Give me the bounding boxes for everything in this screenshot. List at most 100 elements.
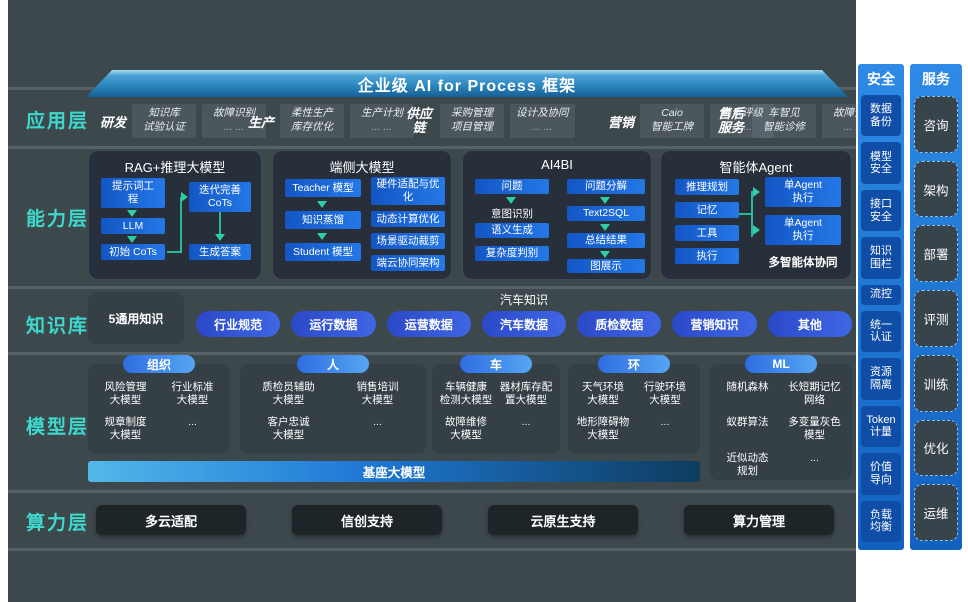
ai4bi-box-title: AI4BI bbox=[541, 157, 573, 172]
chip-line: ... ... bbox=[223, 121, 245, 133]
service-column: 服务 咨询 架构 部署 评测 训练 优化 运维 bbox=[910, 64, 962, 550]
chip-line: 车智见 bbox=[768, 107, 800, 120]
app-group-after-sales: 售后服务 车智见 智能诊修 故障预警... ... bbox=[716, 99, 886, 143]
diagram-canvas: 企业级 AI for Process 框架 应用层 能力层 知识库 模型层 算力… bbox=[8, 0, 886, 602]
arrow-right-icon bbox=[753, 187, 760, 197]
model-group-header: 车 bbox=[460, 355, 532, 373]
service-item: 部署 bbox=[914, 225, 958, 283]
service-item: 训练 bbox=[914, 354, 958, 412]
model-item: 销售培训 大模型 bbox=[356, 381, 399, 407]
connector-line bbox=[180, 197, 182, 253]
knowledge-pill: 汽车数据 bbox=[481, 311, 567, 337]
model-item: 天气环境 大模型 bbox=[582, 381, 624, 407]
arrow-down-icon bbox=[127, 210, 137, 217]
model-group-items: 车辆健康 检测大模型 器材库存配 置大模型 故障维修 大模型 ... bbox=[432, 364, 560, 449]
app-group-name: 售后服务 bbox=[717, 105, 744, 135]
knowledge-pill: 运行数据 bbox=[291, 311, 376, 337]
compute-item-multicloud: 多云适配 bbox=[96, 505, 246, 535]
framework-title-banner: 企业级 AI for Process 框架 bbox=[86, 70, 848, 97]
tools-node: 工具 bbox=[675, 225, 739, 241]
app-group-production: 生产 柔性生产 库存优化 生产计划... ... bbox=[248, 99, 415, 143]
scene-pruning-node: 场景驱动裁剪 bbox=[371, 233, 445, 249]
model-item: 蚁群算法 bbox=[726, 416, 769, 429]
model-item: 故障维修 大模型 bbox=[445, 416, 487, 442]
app-group-name: 营销 bbox=[608, 114, 635, 130]
memory-node: 记忆 bbox=[675, 202, 739, 218]
model-item: ... bbox=[660, 416, 670, 429]
question-node: 问题 bbox=[475, 179, 549, 194]
model-group-items: 天气环境 大模型 行驶环境 大模型 地形障碍物 大模型 ... bbox=[568, 364, 700, 449]
model-group-header: 人 bbox=[297, 355, 369, 373]
app-chip: 线索评级... ... bbox=[710, 104, 775, 138]
model-item: 地形障碍物 大模型 bbox=[576, 416, 630, 442]
chip-line: 生产计划 bbox=[361, 107, 404, 120]
app-chip: 车智见 智能诊修 bbox=[752, 104, 816, 138]
knowledge-pill-row: 行业规范 运行数据 运营数据 汽车数据 质检数据 营销知识 其他 bbox=[196, 311, 852, 337]
agent-box-title: 智能体Agent bbox=[719, 160, 793, 175]
model-item: ... bbox=[521, 416, 531, 429]
base-model-banner: 基座大模型 bbox=[88, 461, 700, 482]
problem-decomposition-node: 问题分解 bbox=[567, 179, 645, 194]
chip-line: ... ... bbox=[532, 121, 553, 133]
intent-recognition-label: 意图识别 bbox=[491, 208, 533, 220]
chip-line: 设计及协同 bbox=[516, 107, 569, 120]
knowledge-pill: 行业规范 bbox=[196, 311, 281, 337]
chip-line: 试验认证 bbox=[143, 121, 186, 133]
service-item: 架构 bbox=[914, 160, 958, 218]
iterative-cots-node: 迭代完善 CoTs bbox=[189, 182, 251, 212]
model-item: 多变量灰色 模型 bbox=[788, 416, 841, 442]
llm-node: LLM bbox=[101, 218, 165, 234]
auto-knowledge-title: 汽车知识 bbox=[499, 293, 548, 307]
multi-agent-label: 多智能体协同 bbox=[768, 257, 838, 269]
arrow-down-icon bbox=[317, 233, 327, 240]
model-item: 行驶环境 大模型 bbox=[644, 381, 686, 407]
security-column: 安全 数据 备份 模型 安全 接口 安全 知识 围栏 流控 统一 认证 资源 隔… bbox=[858, 64, 904, 550]
general-knowledge-box: 5通用知识 bbox=[88, 292, 184, 344]
generate-answer-node: 生成答案 bbox=[189, 244, 251, 260]
security-item: 资源 隔离 bbox=[861, 358, 901, 400]
model-group-items: 质检员辅助 大模型 销售培训 大模型 客户忠诚 大模型 ... bbox=[240, 364, 426, 449]
arrow-down-icon bbox=[600, 197, 610, 204]
complexity-discrimination-node: 复杂度判别 bbox=[475, 246, 549, 261]
edge-box-title: 端侧大模型 bbox=[329, 160, 395, 175]
service-item: 优化 bbox=[914, 419, 958, 477]
model-item: ... bbox=[373, 416, 382, 429]
chip-line: 库存优化 bbox=[291, 121, 334, 133]
single-agent-exec-node: 单Agent 执行 bbox=[765, 177, 841, 207]
chart-display-node: 图展示 bbox=[567, 259, 645, 273]
security-item: Token 计量 bbox=[861, 405, 901, 448]
hardware-adaptation-node: 硬件适配与优 化 bbox=[371, 177, 445, 205]
chip-line: 智能诊修 bbox=[763, 121, 805, 133]
model-item: 长短期记忆 网络 bbox=[788, 381, 841, 407]
app-chip: 知识库 试验认证 bbox=[132, 104, 197, 138]
model-item: 风险管理 大模型 bbox=[104, 381, 147, 407]
connector-line bbox=[167, 251, 181, 253]
edge-model-box: 端侧大模型 Teacher 模型 知识蒸馏 Student 模型 硬件适配与优 … bbox=[272, 150, 452, 280]
compute-item-xinchuang: 信创支持 bbox=[292, 505, 442, 535]
dynamic-compute-node: 动态计算优化 bbox=[371, 211, 445, 227]
model-item: 质检员辅助 大模型 bbox=[262, 381, 315, 407]
layer-label-application: 应用层 bbox=[26, 111, 90, 132]
security-item: 负载 均衡 bbox=[861, 500, 901, 542]
service-item: 评测 bbox=[914, 290, 958, 347]
service-item: 咨询 bbox=[914, 96, 958, 153]
security-item: 模型 安全 bbox=[861, 142, 901, 184]
model-item: ... bbox=[188, 416, 197, 429]
app-chip: 柔性生产 库存优化 bbox=[280, 104, 345, 138]
knowledge-distillation-node: 知识蒸馏 bbox=[285, 211, 361, 229]
connector-line bbox=[739, 213, 752, 215]
app-chip: 设计及协同... ... bbox=[510, 104, 575, 138]
security-item: 知识 围栏 bbox=[861, 237, 901, 279]
chip-line: 故障识别 bbox=[213, 107, 256, 120]
knowledge-pill: 质检数据 bbox=[577, 311, 662, 337]
arrow-down-icon bbox=[600, 224, 610, 231]
connector-line bbox=[219, 212, 221, 234]
model-group-items: 随机森林 长短期记忆 网络 蚁群算法 多变量灰色 模型 近似动态 规划 ... bbox=[710, 364, 852, 484]
model-group-items: 风险管理 大模型 行业标准 大模型 规章制度 大模型 ... bbox=[88, 364, 230, 449]
security-item: 流控 bbox=[861, 284, 901, 305]
model-group-ml: ML 随机森林 长短期记忆 网络 蚁群算法 多变量灰色 模型 近似动态 规划 .… bbox=[710, 355, 852, 480]
arrow-right-icon bbox=[181, 192, 188, 202]
chip-line: Caio bbox=[661, 107, 683, 120]
arrow-down-icon bbox=[127, 236, 137, 243]
model-item: 器材库存配 置大模型 bbox=[499, 381, 553, 407]
